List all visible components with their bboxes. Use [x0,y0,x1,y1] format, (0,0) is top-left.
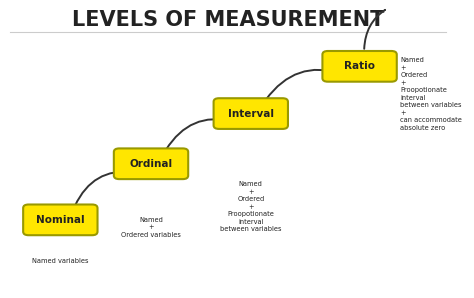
FancyArrowPatch shape [266,70,341,100]
FancyBboxPatch shape [322,51,397,82]
FancyBboxPatch shape [214,98,288,129]
Text: LEVELS OF MEASUREMENT: LEVELS OF MEASUREMENT [72,10,384,30]
FancyArrowPatch shape [166,119,232,150]
FancyArrowPatch shape [75,172,133,206]
FancyBboxPatch shape [23,204,98,235]
Text: Named
+
Ordered
+
Proopotionate
interval
between variables: Named + Ordered + Proopotionate interval… [220,181,282,232]
FancyBboxPatch shape [114,148,188,179]
Text: Nominal: Nominal [36,215,85,225]
Text: Ordinal: Ordinal [129,159,173,169]
Text: Named
+
Ordered
+
Proopotionate
interval
between variables
+
can accommodate
abs: Named + Ordered + Proopotionate interval… [401,58,462,131]
Text: Named variables: Named variables [32,258,89,264]
Text: Interval: Interval [228,108,274,119]
FancyArrowPatch shape [364,10,385,49]
Text: Ratio: Ratio [344,61,375,71]
Text: Named
+
Ordered variables: Named + Ordered variables [121,217,181,238]
